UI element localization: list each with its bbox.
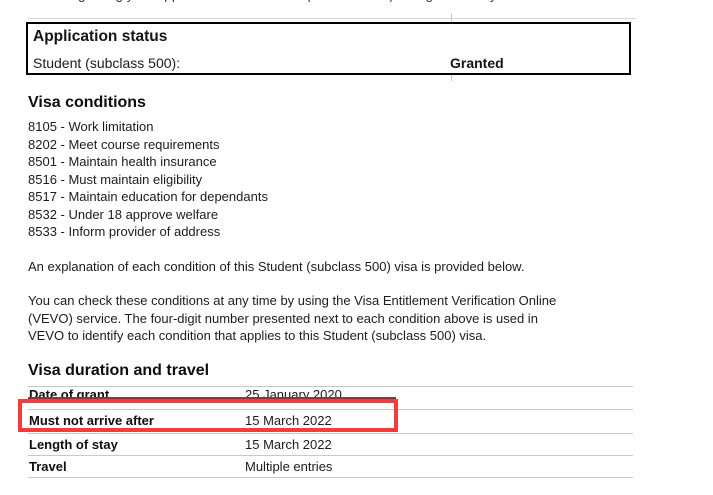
application-status-heading: Application status (33, 28, 168, 45)
table-row-value-length-of-stay: 15 March 2022 (245, 437, 332, 452)
condition-item: 8517 - Maintain education for dependants (28, 189, 268, 204)
condition-item: 8532 - Under 18 approve welfare (28, 206, 219, 222)
table-divider (28, 409, 633, 410)
top-divider-line (28, 18, 636, 19)
table-row-label-travel: Travel (29, 459, 67, 474)
vevo-paragraph-line: (VEVO) service. The four-digit number pr… (28, 310, 538, 326)
table-row-value-must-not-arrive-after: 15 March 2022 (245, 413, 332, 428)
condition-item: 8516 - Must maintain eligibility (28, 171, 203, 187)
table-row-label-length-of-stay: Length of stay (29, 437, 118, 452)
visa-conditions-list: 8105 - Work limitation 8202 - Meet cours… (28, 118, 268, 241)
visa-duration-heading: Visa duration and travel (28, 362, 210, 379)
red-highlight-annotation (18, 399, 398, 432)
grid-artifact-bottom (451, 75, 452, 81)
vevo-paragraph: You can check these conditions at any ti… (28, 292, 668, 345)
explanation-paragraph: An explanation of each condition of this… (28, 259, 525, 274)
condition-item: 8501 - Maintain health insurance (28, 154, 217, 169)
condition-item: 8533 - Inform provider of address (28, 224, 221, 239)
row-clip-line (28, 397, 396, 399)
application-status-box (26, 22, 631, 75)
vevo-paragraph-line: VEVO to identify each condition that app… (28, 328, 487, 344)
vevo-paragraph-line: You can check these conditions at any ti… (28, 293, 557, 308)
application-status-row-label: Student (subclass 500): (33, 55, 181, 71)
clipped-top-text-line: regarding your application for a Student… (66, 0, 512, 2)
grid-artifact-top (451, 13, 452, 22)
condition-item: 8202 - Meet course requirements (28, 136, 220, 152)
application-status-value: Granted (450, 55, 504, 71)
table-divider (28, 433, 633, 434)
condition-item: 8105 - Work limitation (28, 119, 154, 134)
table-row-label-must-not-arrive-after: Must not arrive after (29, 413, 154, 428)
table-row-value-travel: Multiple entries (245, 459, 333, 474)
table-divider (28, 455, 633, 456)
table-divider (28, 386, 633, 387)
table-divider (28, 477, 633, 478)
visa-conditions-heading: Visa conditions (28, 94, 146, 111)
